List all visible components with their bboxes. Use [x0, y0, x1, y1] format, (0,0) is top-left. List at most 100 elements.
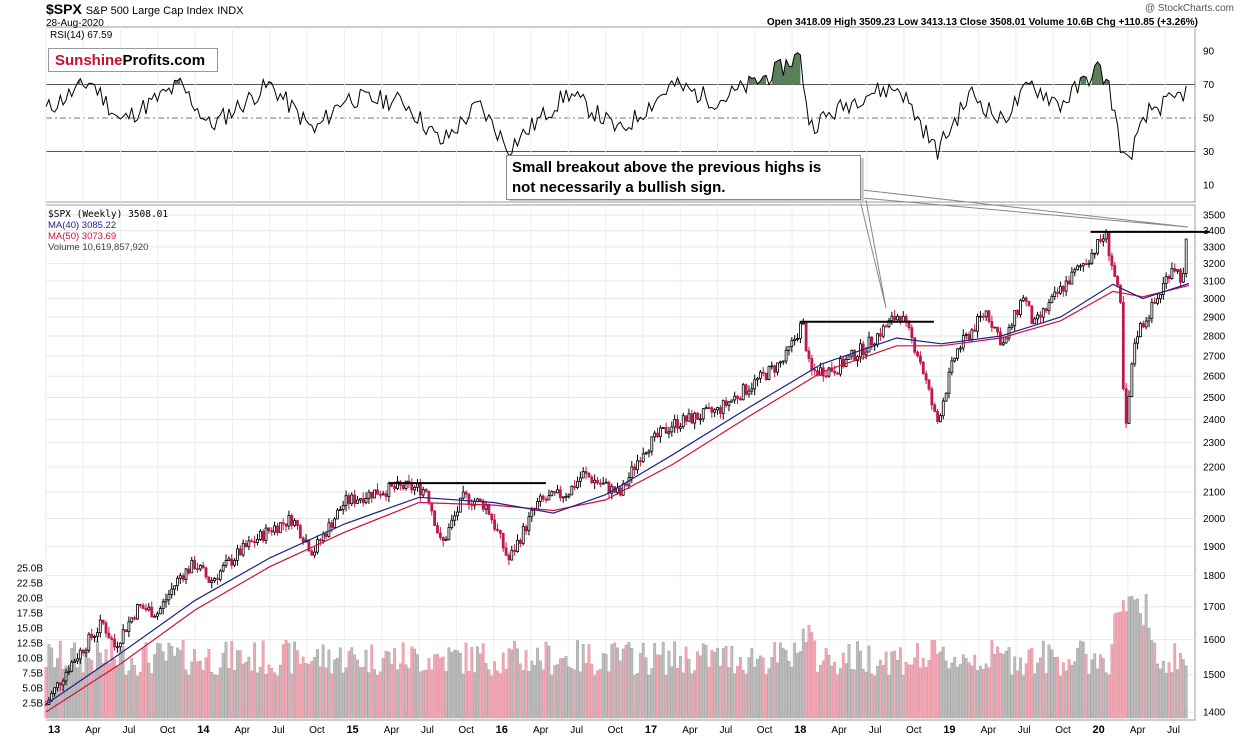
price-candle-body: [756, 377, 759, 381]
volume-bar: [1007, 647, 1011, 719]
volume-bar: [278, 664, 282, 719]
price-candle-body: [1107, 231, 1111, 257]
price-candle-body: [198, 564, 202, 570]
volume-bar: [867, 645, 871, 719]
volume-bar: [298, 664, 302, 719]
x-tick-label: 20: [1093, 724, 1105, 736]
price-candle-body: [916, 351, 919, 357]
price-candle-body: [538, 495, 542, 502]
price-candle-body: [956, 348, 959, 359]
volume-bar: [176, 647, 179, 719]
price-candle-body: [976, 316, 979, 332]
price-candle-body: [1141, 323, 1145, 328]
price-candle-body: [1127, 395, 1131, 424]
price-candle-body: [1133, 342, 1137, 365]
callout-pointer-2: [861, 189, 1189, 228]
price-candle-body: [550, 491, 554, 497]
volume-bar: [1164, 672, 1168, 719]
price-candle-body: [1059, 285, 1062, 294]
price-candle-body: [1079, 265, 1082, 268]
price-candle-body: [910, 327, 914, 339]
volume-bar: [1136, 598, 1139, 719]
volume-bar: [1047, 644, 1051, 719]
price-candle-body: [630, 466, 634, 479]
x-tick-label: Oct: [608, 725, 624, 736]
volume-bar: [461, 673, 465, 719]
x-tick-label: Jul: [570, 725, 583, 736]
volume-bar: [561, 658, 565, 719]
volume-bar: [473, 672, 477, 719]
price-candle-body: [250, 540, 254, 543]
price-candle-body: [184, 568, 188, 580]
volume-bar: [816, 671, 819, 719]
price-candle-body: [190, 559, 194, 574]
volume-bar: [476, 646, 479, 719]
price-candle-body: [947, 371, 951, 394]
price-candle-body: [133, 617, 136, 620]
volume-bar: [813, 640, 817, 719]
price-tick-label: 2800: [1203, 332, 1226, 343]
volume-bar: [776, 662, 779, 719]
volume-bar: [356, 659, 359, 719]
price-candle-body: [733, 395, 737, 401]
x-tick-label: Oct: [906, 725, 922, 736]
volume-bar: [738, 656, 742, 719]
price-candle-body: [341, 504, 345, 510]
volume-bar: [870, 673, 874, 719]
volume-bar: [1059, 675, 1062, 719]
volume-bar: [607, 671, 611, 719]
volume-bar: [553, 665, 557, 719]
volume-bar: [487, 669, 491, 719]
x-tick-label: Jul: [123, 725, 136, 736]
price-candle-body: [204, 567, 208, 578]
price-candle-body: [741, 384, 745, 401]
volume-bar: [358, 667, 362, 719]
volume-bar: [650, 668, 654, 719]
volume-bar: [884, 651, 888, 719]
price-candle-body: [298, 525, 302, 539]
price-candle-body: [1159, 294, 1162, 300]
volume-bar: [427, 658, 431, 719]
volume-tick-label: 10.0B: [17, 654, 43, 665]
volume-bar: [584, 663, 588, 719]
volume-bar: [418, 671, 422, 719]
volume-bar: [936, 653, 939, 719]
volume-bar: [1093, 653, 1097, 719]
volume-bar: [378, 671, 382, 719]
price-candle-body: [313, 551, 317, 556]
volume-bar: [781, 647, 785, 719]
volume-bar: [541, 669, 545, 719]
volume-bar: [1076, 647, 1079, 719]
price-candle-body: [518, 539, 522, 544]
volume-bar: [687, 659, 691, 719]
volume-bar: [264, 673, 268, 719]
volume-bar: [873, 675, 877, 719]
price-candle-body: [201, 564, 205, 569]
volume-bar: [524, 650, 528, 719]
price-candle-body: [790, 340, 794, 348]
price-candle-body: [1139, 323, 1142, 338]
volume-bar: [444, 671, 448, 719]
price-candle-body: [1110, 255, 1114, 266]
price-candle-body: [598, 482, 602, 485]
volume-bar: [47, 644, 51, 719]
price-tick-label: 1700: [1203, 602, 1226, 613]
price-tick-label: 2400: [1203, 415, 1226, 426]
price-candle-body: [444, 538, 448, 541]
price-panel-frame: [45, 204, 1196, 721]
volume-bar: [590, 663, 594, 719]
volume-bar: [133, 665, 136, 719]
price-candle-body: [1124, 388, 1128, 424]
price-candle-body: [98, 619, 102, 634]
volume-bar: [433, 654, 437, 719]
x-tick-label: Oct: [757, 725, 773, 736]
price-candle-body: [281, 522, 285, 525]
volume-bar: [633, 675, 637, 719]
price-candle-body: [953, 357, 957, 362]
volume-bar: [613, 642, 617, 719]
volume-bar: [1130, 596, 1134, 719]
volume-bar: [513, 640, 517, 719]
price-candle-body: [653, 432, 657, 438]
volume-bar: [921, 658, 925, 719]
callout-pointer-1: [859, 199, 887, 309]
